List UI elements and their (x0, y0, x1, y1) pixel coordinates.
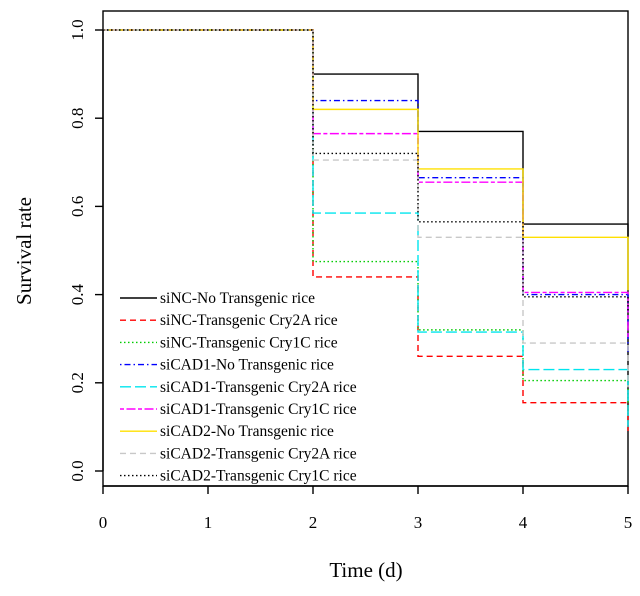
legend-label: siNC-Transgenic Cry1C rice (160, 334, 338, 351)
y-tick-label: 0.2 (68, 372, 87, 393)
legend-label: siNC-No Transgenic rice (160, 290, 315, 307)
legend-label: siCAD1-No Transgenic rice (160, 357, 334, 374)
y-tick-label: 0.6 (68, 196, 87, 217)
legend-label: siNC-Transgenic Cry2A rice (160, 312, 338, 329)
series-layer (103, 29, 629, 432)
y-tick-label: 0.4 (68, 283, 87, 305)
series-line-3 (103, 29, 629, 414)
x-tick-label: 1 (204, 513, 213, 532)
legend: siNC-No Transgenic rice siNC-Transgenic C… (120, 290, 357, 485)
legend-label: siCAD1-Transgenic Cry2A rice (160, 379, 357, 396)
y-tick-label: 0.0 (68, 460, 87, 481)
legend-label: siCAD1-Transgenic Cry1C rice (160, 401, 357, 418)
y-axis-title: Survival rate (12, 197, 36, 305)
x-tick-label: 5 (624, 513, 633, 532)
legend-label: siCAD2-Transgenic Cry1C rice (160, 468, 357, 485)
legend-label: siCAD2-Transgenic Cry2A rice (160, 445, 357, 462)
x-tick-label: 4 (519, 513, 528, 532)
x-tick-label: 2 (309, 513, 318, 532)
legend-label: siCAD2-No Transgenic rice (160, 423, 334, 440)
series-line-9 (103, 29, 629, 313)
x-tick-label: 0 (99, 513, 108, 532)
x-tick-label: 3 (414, 513, 423, 532)
y-axis: 0.0 0.2 0.4 0.6 0.8 1.0 (68, 19, 104, 482)
x-axis-title: Time (d) (329, 558, 402, 582)
series-line-1 (103, 29, 629, 238)
x-axis: 0 1 2 3 4 5 (99, 485, 633, 532)
y-tick-label: 0.8 (68, 108, 87, 129)
y-tick-label: 1.0 (68, 19, 87, 40)
